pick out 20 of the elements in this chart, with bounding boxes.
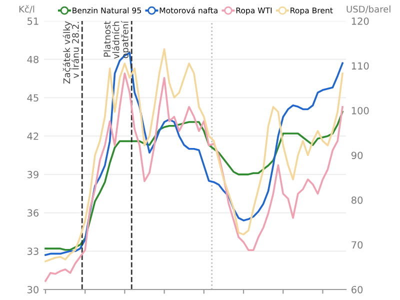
y2-tick-label: 120 <box>352 17 369 25</box>
y-tick-label: 33 <box>28 248 38 255</box>
y2-tick-label: 80 <box>352 196 363 204</box>
y2-tick-label: 100 <box>352 106 369 114</box>
y-tick-label: 30 <box>28 286 38 294</box>
annotation: Platnost vládních opatření <box>104 20 130 59</box>
y-tick-label: 45 <box>27 94 38 102</box>
y2-axis-title: USD/barel <box>346 6 390 14</box>
y2-tick-label: 70 <box>352 241 363 249</box>
y-tick-label: 39 <box>28 170 38 178</box>
annotation: Začátek války v Íránu 28.2. <box>62 21 79 84</box>
y-tick-label: 36 <box>28 209 39 217</box>
line-series <box>44 110 344 251</box>
y-tick-label: 51 <box>28 18 38 25</box>
y-tick-label: 42 <box>27 132 38 140</box>
y2-tick-label: 90 <box>351 152 363 160</box>
y2-tick-label: 60 <box>352 286 363 294</box>
y2-tick-label: 110 <box>352 62 369 70</box>
y-tick-label: 48 <box>27 56 38 64</box>
y-axis-title: Kč/l <box>19 5 34 14</box>
